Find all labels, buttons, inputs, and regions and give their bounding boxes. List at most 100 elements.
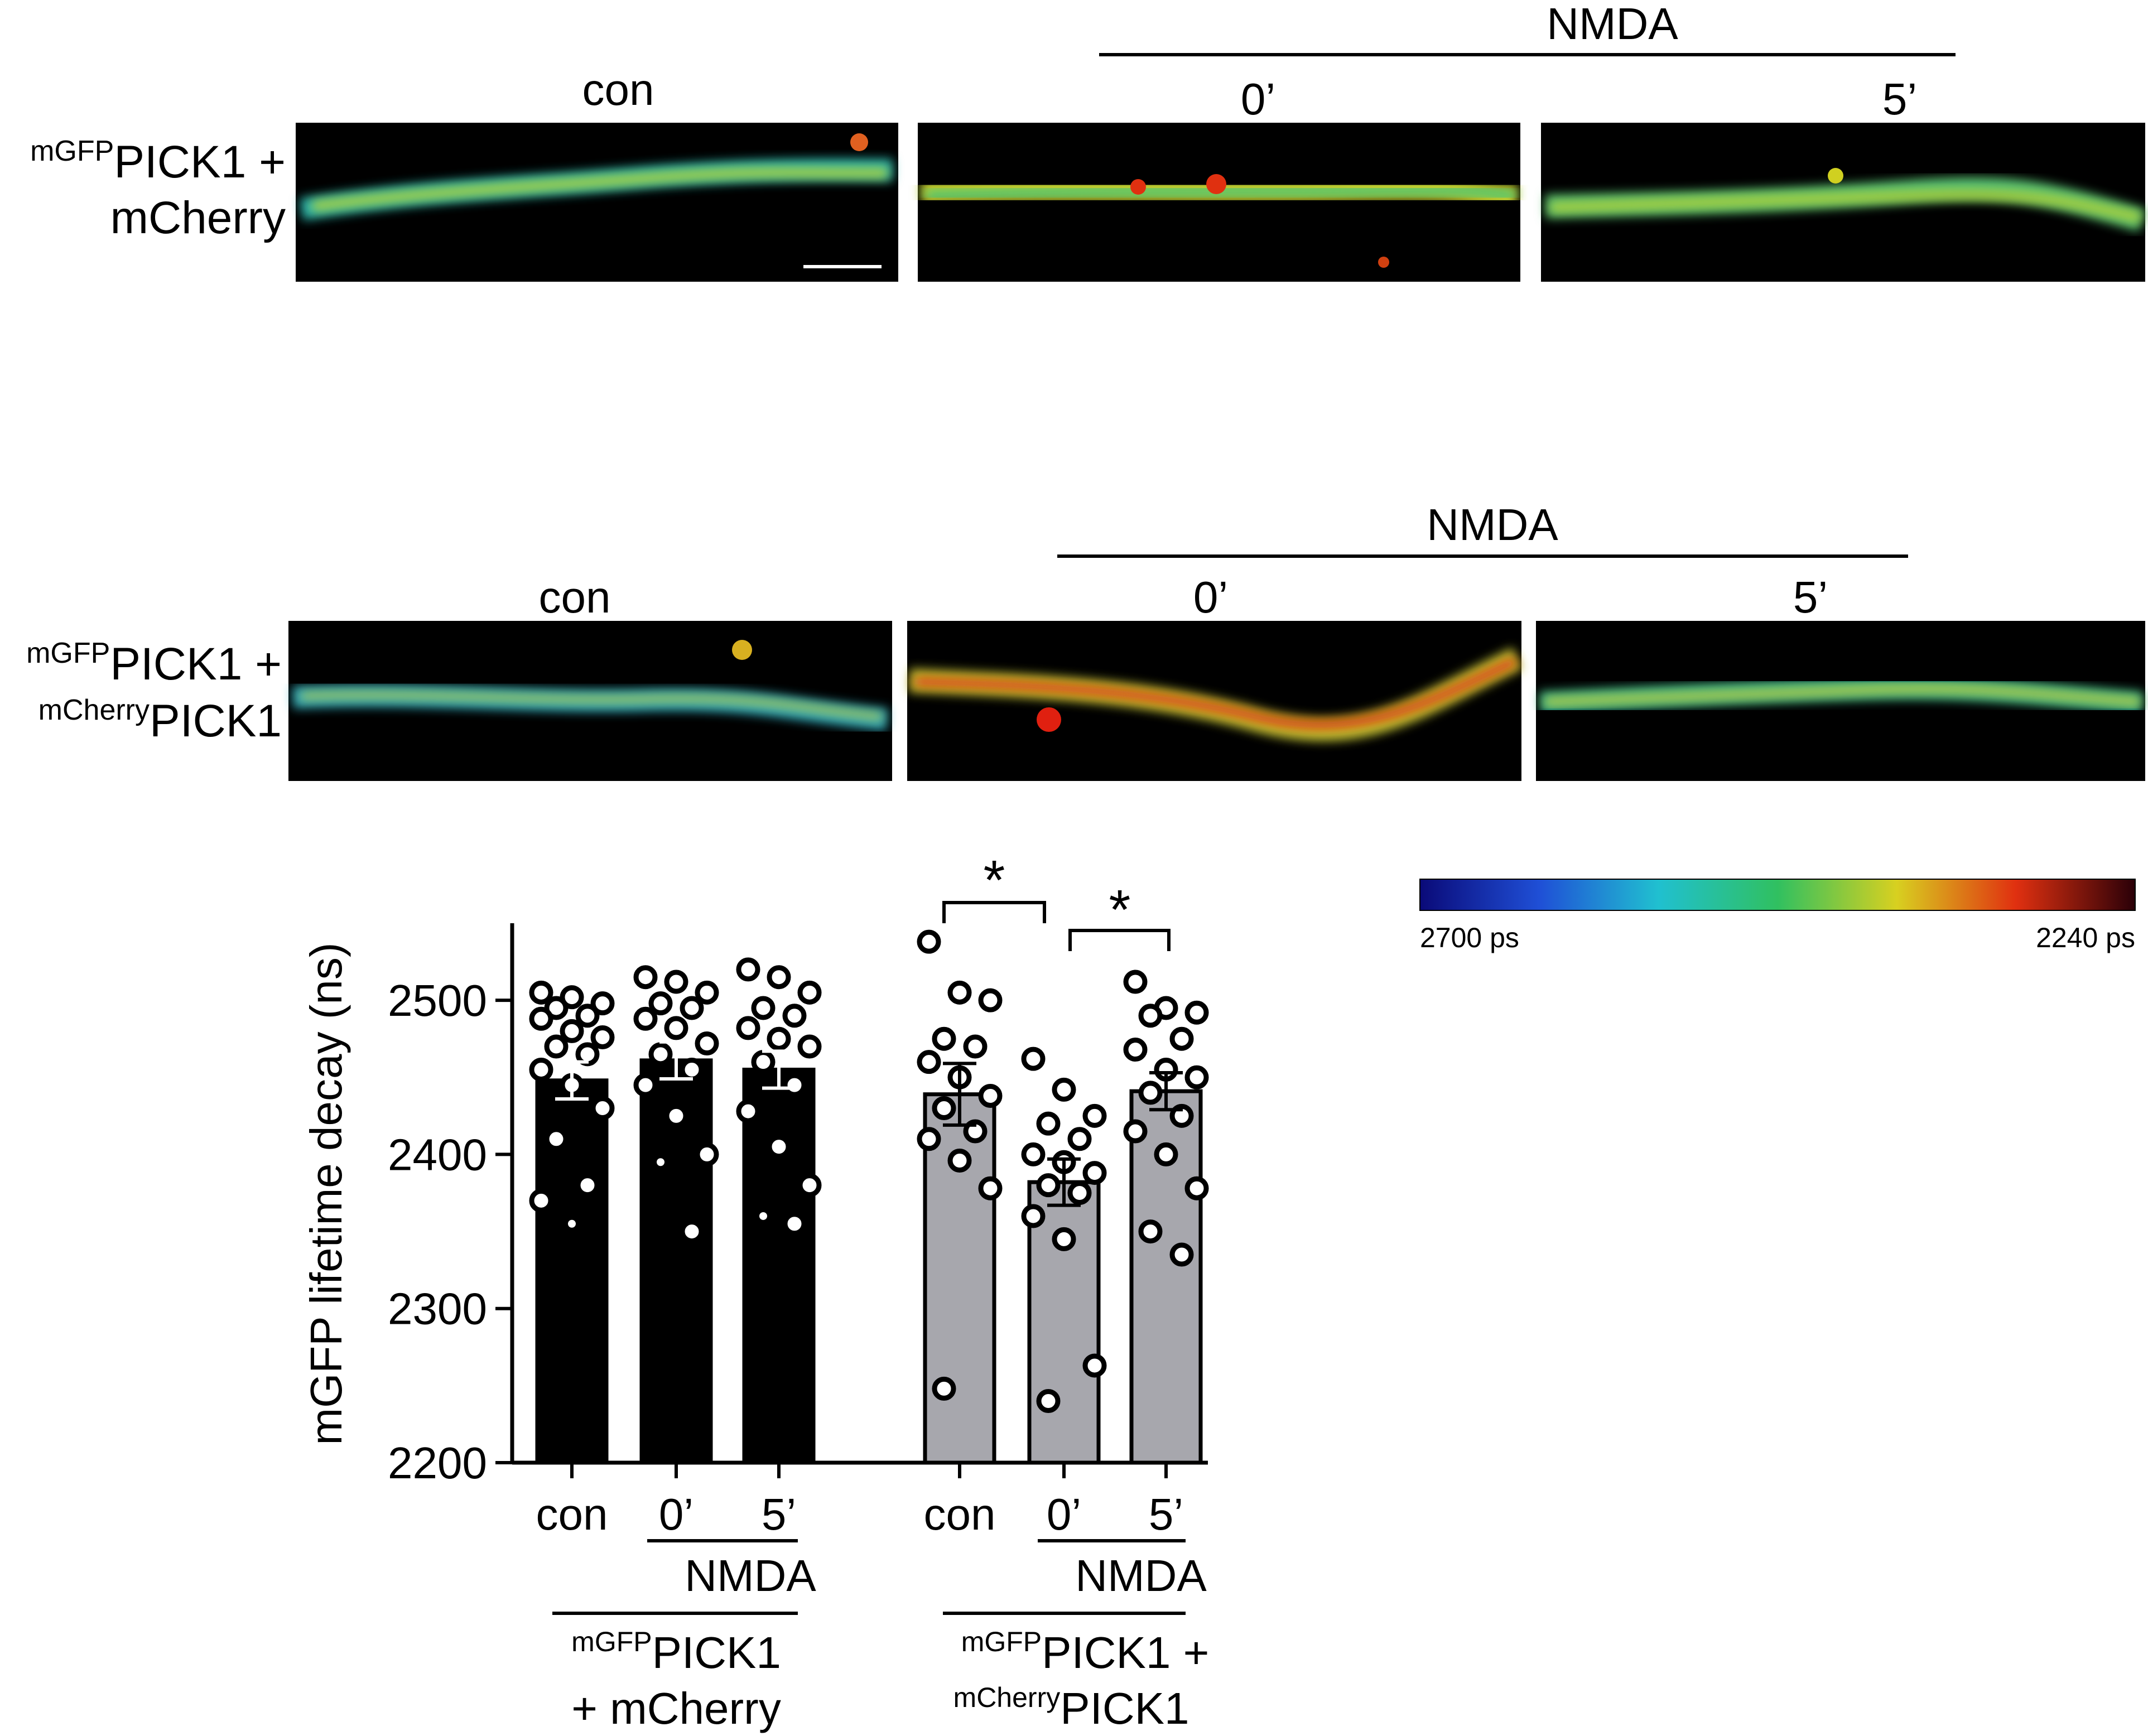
data-point <box>1036 1111 1061 1136</box>
data-point <box>1138 1081 1163 1105</box>
chart-points <box>529 929 1209 1413</box>
data-point <box>797 980 822 1005</box>
chart-x-labels: con 0’ 5’ con 0’ 5’ <box>536 1489 1184 1539</box>
data-point <box>575 1173 600 1198</box>
x-tick-label: 5’ <box>1149 1489 1183 1539</box>
middle-nmda-label: NMDA <box>1427 500 1558 549</box>
data-point <box>633 1073 658 1097</box>
group2-nmda-label: NMDA <box>1075 1551 1207 1600</box>
data-point <box>1169 1242 1194 1267</box>
colorbar-min-label: 2700 ps <box>1420 922 1519 953</box>
data-point <box>782 1004 807 1028</box>
data-point <box>736 957 760 982</box>
data-point <box>947 980 972 1005</box>
middle-row-label-line1: mGFPPICK1 + <box>26 637 282 689</box>
data-point <box>1123 970 1148 994</box>
y-tick-label: 2400 <box>388 1130 487 1179</box>
data-point <box>568 1219 576 1228</box>
group1-label-line2: + mCherry <box>571 1684 781 1733</box>
data-point <box>736 1099 760 1123</box>
group1-nmda-label: NMDA <box>685 1551 816 1600</box>
data-point <box>1123 1119 1148 1144</box>
group2-label-main1: PICK1 + <box>1042 1628 1209 1677</box>
group1-label-main1: PICK1 <box>652 1628 781 1677</box>
data-point <box>529 1006 553 1031</box>
data-point <box>782 1073 807 1097</box>
data-point <box>657 1158 664 1166</box>
data-point <box>1021 1204 1046 1228</box>
y-tick-label: 2300 <box>388 1284 487 1334</box>
top-nmda-label: NMDA <box>1547 0 1678 49</box>
middle-image-con <box>288 621 892 781</box>
data-point <box>947 1148 972 1173</box>
data-point <box>767 1026 791 1051</box>
significance-star-2: * <box>1109 879 1131 941</box>
data-point <box>1036 1173 1061 1198</box>
data-point <box>695 1031 719 1056</box>
data-point <box>680 996 704 1020</box>
data-point <box>1184 1176 1209 1200</box>
colorbar: 2700 ps 2240 ps <box>1419 879 2136 953</box>
data-point <box>1123 1038 1148 1062</box>
data-point <box>1184 1000 1209 1025</box>
data-point <box>767 1135 791 1159</box>
group2-label-sup1: mGFP <box>961 1626 1042 1657</box>
data-point <box>648 1042 673 1067</box>
data-point <box>978 1176 1003 1200</box>
y-tick-label: 2200 <box>388 1438 487 1488</box>
top-row-label-main1: PICK1 + <box>114 137 286 187</box>
x-tick-label: 5’ <box>762 1489 796 1539</box>
data-point <box>932 1376 956 1401</box>
data-point <box>590 991 615 1016</box>
data-point <box>1052 1227 1076 1251</box>
significance-bracket-2 <box>1068 929 1171 951</box>
data-point <box>978 988 1003 1012</box>
middle-col-label-0: 0’ <box>1193 572 1228 622</box>
top-image-con <box>296 123 898 282</box>
data-point <box>664 1016 688 1040</box>
data-point <box>978 1083 1003 1108</box>
data-point <box>1021 1047 1046 1071</box>
middle-row-label-sup1: mGFP <box>26 637 110 669</box>
data-point <box>767 965 791 990</box>
top-row-label-line1: mGFPPICK1 + <box>30 135 286 187</box>
y-tick-label: 2500 <box>388 976 487 1025</box>
data-point <box>932 1096 956 1121</box>
data-point <box>1067 1181 1092 1205</box>
data-point <box>648 991 673 1016</box>
group1-label-sup: mGFP <box>571 1626 652 1657</box>
data-point <box>751 996 776 1020</box>
group2-label-main2: PICK1 <box>1060 1684 1189 1733</box>
colorbar-max-label: 2240 ps <box>2036 922 2135 953</box>
top-image-0 <box>918 123 1520 282</box>
data-point <box>529 1188 553 1213</box>
chart-axes: 2200 2300 2400 2500 <box>388 923 1208 1488</box>
data-point <box>917 1127 941 1151</box>
chart-error-bars <box>555 1040 1183 1207</box>
data-point <box>695 1142 719 1166</box>
top-row-label-sup: mGFP <box>30 135 114 167</box>
data-point <box>797 1173 822 1198</box>
group2-label-sup2: mCherry <box>953 1682 1061 1713</box>
bar <box>742 1067 816 1465</box>
panel-top: mGFPPICK1 + mCherry con 0’ 5’ NMDA <box>30 0 2146 282</box>
data-point <box>1052 1077 1076 1102</box>
data-point <box>1154 1142 1178 1166</box>
data-point <box>1021 1142 1046 1166</box>
data-point <box>1082 1103 1107 1128</box>
middle-image-5 <box>1536 621 2145 781</box>
data-point <box>797 1034 822 1059</box>
middle-row-label-main2: PICK1 <box>150 696 282 746</box>
data-point <box>1138 1004 1163 1028</box>
data-point <box>633 965 658 990</box>
data-point <box>917 1050 941 1074</box>
data-point <box>664 970 688 994</box>
data-point <box>680 1219 704 1244</box>
data-point <box>751 1050 776 1074</box>
group2-label-line1: mGFPPICK1 + <box>961 1626 1210 1677</box>
data-point <box>1036 1388 1061 1413</box>
top-col-label-con: con <box>582 65 654 114</box>
data-point <box>1082 1353 1107 1378</box>
middle-image-0 <box>907 621 1523 781</box>
